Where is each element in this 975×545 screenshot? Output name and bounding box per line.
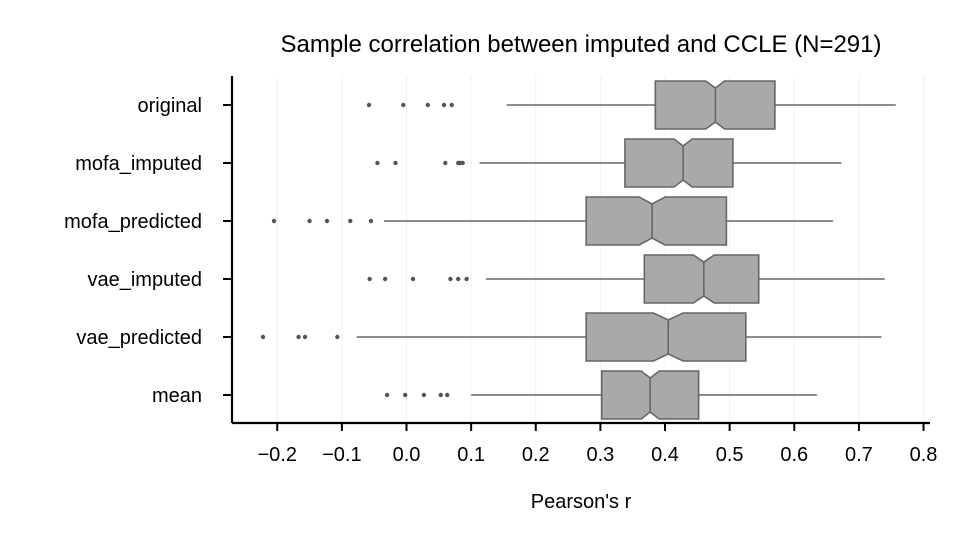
flier-point	[456, 276, 461, 282]
flier-point	[410, 276, 416, 282]
flier-point	[307, 218, 312, 224]
flier-point	[296, 334, 301, 340]
flier-point	[324, 218, 330, 224]
flier-point	[382, 276, 388, 282]
notched-box	[624, 138, 734, 188]
flier-point	[448, 276, 453, 282]
box-group-original	[366, 80, 896, 130]
x-tick-label: 0.4	[651, 444, 679, 466]
flier-point	[425, 102, 431, 108]
flier-point	[375, 160, 380, 166]
box-group-mofa-imputed	[375, 138, 842, 188]
flier-point	[348, 218, 353, 224]
flier-point	[445, 392, 450, 398]
notched-box	[585, 196, 728, 246]
flier-point	[464, 276, 469, 282]
flier-point	[403, 392, 408, 398]
flier-point	[421, 392, 427, 398]
flier-point	[438, 392, 443, 398]
x-tick-label: 0.2	[522, 444, 550, 466]
x-tick-label: −0.2	[257, 444, 296, 466]
x-tick-label: 0.6	[780, 444, 808, 466]
flier-point	[367, 276, 372, 282]
axes	[230, 76, 930, 425]
y-tick-label-mean: mean	[152, 385, 202, 407]
x-tick-label: 0.5	[716, 444, 744, 466]
y-tick-label-vae-imputed: vae_imputed	[87, 269, 202, 291]
flier-point	[393, 160, 398, 166]
notched-box	[643, 254, 760, 304]
chart-title: Sample correlation between imputed and C…	[281, 31, 882, 58]
x-tick-label: 0.8	[910, 444, 938, 466]
box-group-vae-imputed	[367, 254, 885, 304]
flier-point	[302, 334, 308, 340]
flier-point	[441, 102, 447, 108]
x-ticks: −0.2 −0.1 0.0 0.1 0.2 0.3 0.4 0.5 0.6 0.7 0.8	[257, 423, 937, 466]
y-tick-label-vae-predicted: vae_predicted	[76, 327, 202, 349]
flier-point	[443, 160, 448, 166]
flier-point	[401, 102, 406, 108]
flier-point	[366, 102, 372, 108]
y-tick-label-mofa-predicted: mofa_predicted	[64, 211, 202, 233]
y-ticks: original mofa_imputed mofa_predicted vae_im…	[64, 95, 232, 407]
x-tick-label: 0.1	[457, 444, 485, 466]
y-tick-label-original: original	[138, 95, 202, 117]
x-tick-label: −0.1	[322, 444, 361, 466]
y-tick-label-mofa-imputed: mofa_imputed	[75, 153, 202, 175]
flier-point	[271, 218, 277, 224]
boxes	[260, 80, 896, 420]
x-tick-label: 0.3	[586, 444, 614, 466]
flier-point	[384, 392, 390, 398]
flier-point	[335, 334, 340, 340]
x-tick-label: 0.0	[393, 444, 421, 466]
box-group-mofa-predicted	[271, 196, 834, 246]
box-group-vae-predicted	[260, 312, 882, 362]
flier-point	[449, 102, 454, 108]
flier-point	[460, 160, 465, 166]
box-group-mean	[384, 370, 817, 420]
x-axis-label: Pearson's r	[531, 491, 632, 513]
notched-box	[585, 312, 747, 362]
x-tick-label: 0.7	[845, 444, 873, 466]
grid-lines	[276, 76, 925, 423]
flier-point	[260, 334, 266, 340]
flier-point	[368, 218, 374, 224]
